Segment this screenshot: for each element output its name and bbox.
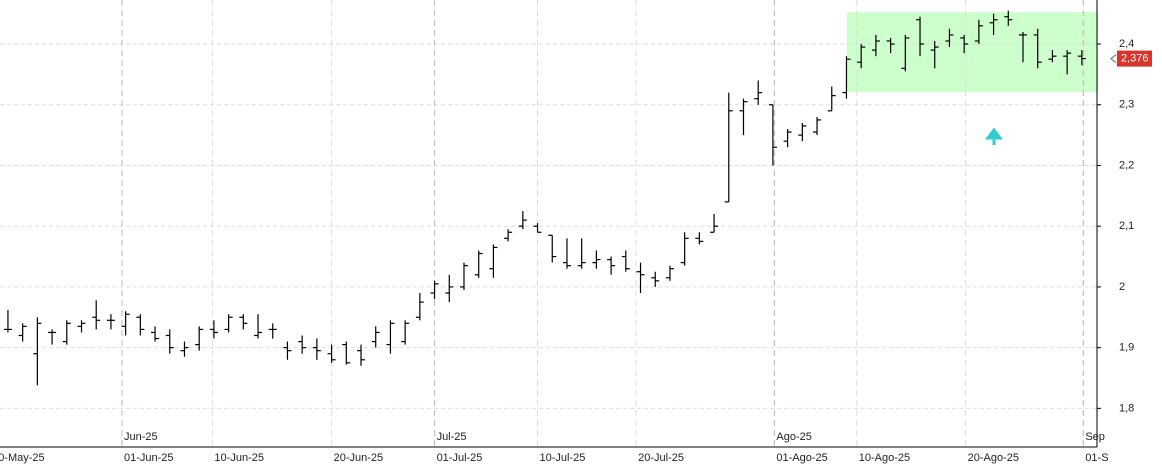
x-tick-label: 01-Jun-25 xyxy=(124,452,174,464)
y-tick-label: 2,4 xyxy=(1119,38,1134,50)
price-badge xyxy=(1117,50,1152,67)
y-tick-label: 2,2 xyxy=(1119,159,1134,171)
x-tick-label: 10-Jul-25 xyxy=(540,452,586,464)
x-tick-label: 10-Jun-25 xyxy=(214,452,264,464)
y-tick-label: 2 xyxy=(1119,281,1125,293)
highlight-zone xyxy=(847,12,1098,92)
y-tick-label: 2,3 xyxy=(1119,99,1134,111)
x-tick-label: 20-Jun-25 xyxy=(334,452,384,464)
x-tick-label: 01-Ago-25 xyxy=(776,452,827,464)
x-tick-label: 10-Ago-25 xyxy=(859,452,910,464)
price-pointer xyxy=(1110,54,1117,63)
price-label: 2,376 xyxy=(1121,53,1149,65)
x-tick-label: 0-May-25 xyxy=(0,452,45,464)
x-tick-label: 01-Jul-25 xyxy=(437,452,483,464)
x-major-tick-label: Jun-25 xyxy=(124,431,158,443)
x-tick-label: 01-S xyxy=(1085,452,1108,464)
x-major-tick-label: Jul-25 xyxy=(437,431,467,443)
y-tick-label: 1,8 xyxy=(1119,402,1134,414)
y-tick-label: 1,9 xyxy=(1119,342,1134,354)
x-tick-label: 20-Jul-25 xyxy=(638,452,684,464)
x-major-tick-label: Sep xyxy=(1085,431,1105,443)
up-arrow xyxy=(985,127,1003,145)
y-tick-label: 2,1 xyxy=(1119,220,1134,232)
x-tick-label: 20-Ago-25 xyxy=(968,452,1019,464)
x-major-tick-label: Ago-25 xyxy=(776,431,811,443)
